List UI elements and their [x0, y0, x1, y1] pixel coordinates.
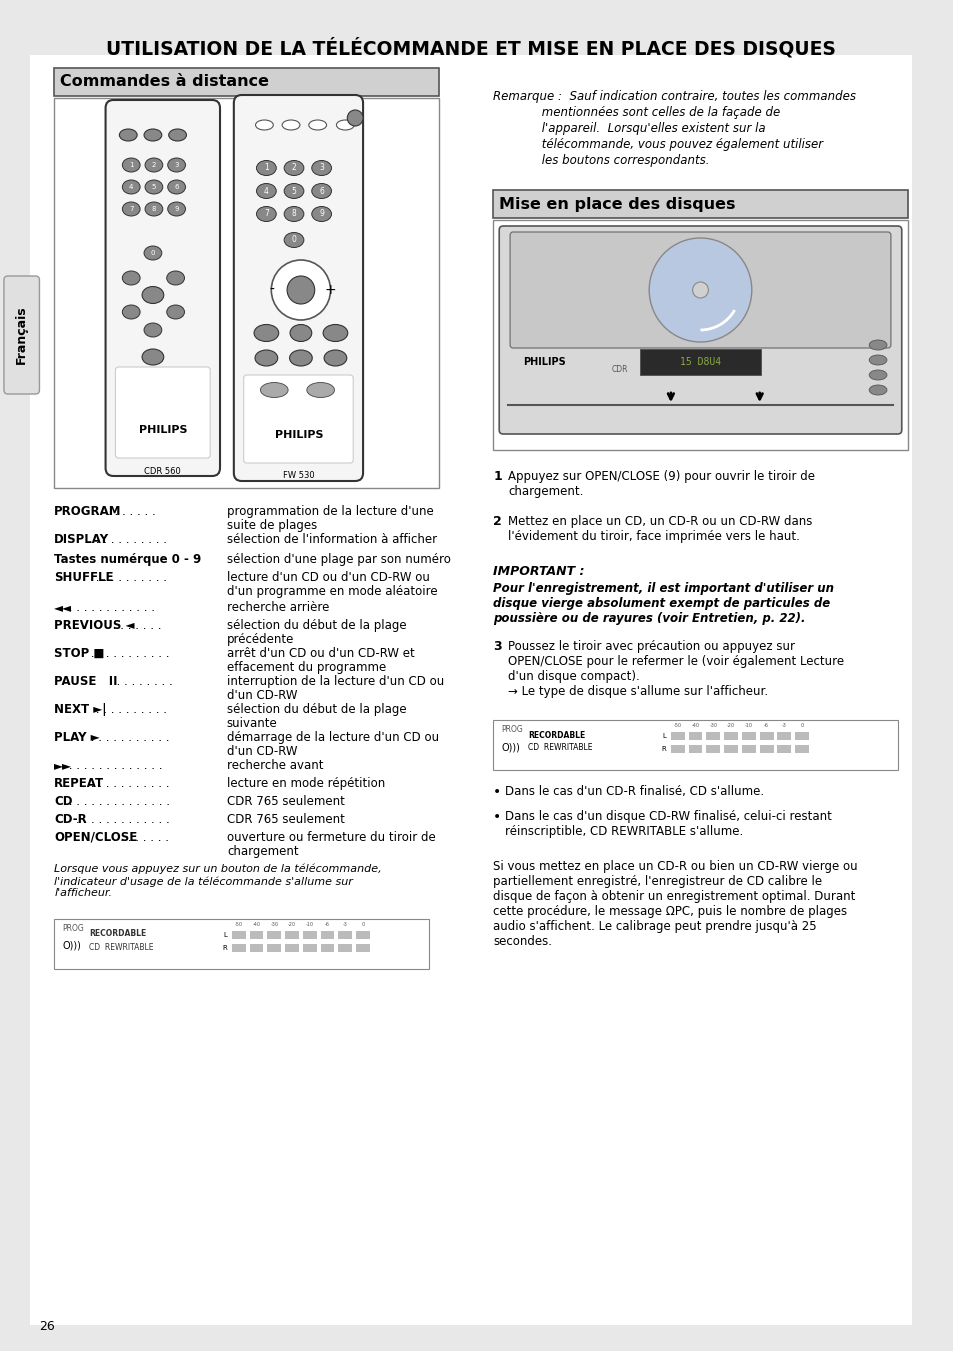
- Text: Dans le cas d'un disque CD-RW finalisé, celui-ci restant
réinscriptible, CD REWR: Dans le cas d'un disque CD-RW finalisé, …: [505, 811, 831, 838]
- Ellipse shape: [347, 109, 363, 126]
- Text: recherche arrière: recherche arrière: [227, 601, 329, 613]
- Ellipse shape: [119, 128, 137, 141]
- Text: sélection de l'information à afficher: sélection de l'information à afficher: [227, 534, 436, 546]
- Ellipse shape: [122, 272, 140, 285]
- FancyBboxPatch shape: [250, 944, 263, 952]
- Text: . . . . . . . . . . .: . . . . . . . . . . .: [87, 731, 169, 744]
- Ellipse shape: [122, 158, 140, 172]
- Text: -10: -10: [306, 921, 314, 927]
- Ellipse shape: [167, 305, 184, 319]
- Text: 9: 9: [319, 209, 324, 219]
- Text: -: -: [269, 282, 274, 297]
- Ellipse shape: [256, 207, 276, 222]
- Ellipse shape: [307, 382, 335, 397]
- Text: CDR 560: CDR 560: [144, 467, 181, 477]
- Text: programmation de la lecture d'une: programmation de la lecture d'une: [227, 505, 434, 517]
- FancyBboxPatch shape: [54, 99, 438, 488]
- Text: FW 530: FW 530: [283, 471, 314, 481]
- Text: 3: 3: [319, 163, 324, 173]
- Text: CDR: CDR: [611, 366, 627, 374]
- FancyBboxPatch shape: [232, 931, 246, 939]
- Text: précédente: précédente: [227, 634, 294, 646]
- Text: sélection d'une plage par son numéro: sélection d'une plage par son numéro: [227, 553, 451, 566]
- Ellipse shape: [142, 286, 164, 304]
- Ellipse shape: [256, 161, 276, 176]
- Text: 7: 7: [129, 205, 133, 212]
- Ellipse shape: [145, 203, 163, 216]
- Text: CD-R: CD-R: [54, 813, 87, 825]
- Text: -3: -3: [342, 921, 348, 927]
- Text: Commandes à distance: Commandes à distance: [60, 74, 269, 89]
- Ellipse shape: [290, 350, 312, 366]
- FancyBboxPatch shape: [355, 944, 370, 952]
- Text: 5: 5: [152, 184, 156, 190]
- FancyBboxPatch shape: [320, 944, 335, 952]
- Ellipse shape: [868, 355, 886, 365]
- Text: PROGRAM: PROGRAM: [54, 505, 122, 517]
- Text: +: +: [324, 282, 336, 297]
- Text: effacement du programme: effacement du programme: [227, 661, 386, 674]
- Ellipse shape: [309, 120, 326, 130]
- Text: 2: 2: [152, 162, 156, 168]
- Circle shape: [648, 238, 751, 342]
- Ellipse shape: [144, 128, 162, 141]
- FancyBboxPatch shape: [759, 732, 773, 740]
- FancyBboxPatch shape: [705, 732, 720, 740]
- Text: R: R: [222, 944, 227, 951]
- Text: l'appareil.  Lorsqu'elles existent sur la: l'appareil. Lorsqu'elles existent sur la: [493, 122, 765, 135]
- Text: Lorsque vous appuyez sur un bouton de la télécommande,
l'indicateur d'usage de l: Lorsque vous appuyez sur un bouton de la…: [54, 865, 381, 898]
- Text: -20: -20: [726, 723, 735, 728]
- Text: 2: 2: [292, 163, 296, 173]
- FancyBboxPatch shape: [54, 68, 438, 96]
- Text: Si vous mettez en place un CD-R ou bien un CD-RW vierge ou
partiellement enregis: Si vous mettez en place un CD-R ou bien …: [493, 861, 857, 948]
- Text: Mettez en place un CD, un CD-R ou un CD-RW dans
l'évidement du tiroir, face impr: Mettez en place un CD, un CD-R ou un CD-…: [508, 515, 812, 543]
- FancyBboxPatch shape: [302, 944, 316, 952]
- Ellipse shape: [323, 324, 348, 342]
- Text: CD: CD: [54, 794, 72, 808]
- FancyBboxPatch shape: [670, 732, 684, 740]
- Ellipse shape: [284, 207, 304, 222]
- Text: CDR 765 seulement: CDR 765 seulement: [227, 794, 344, 808]
- FancyBboxPatch shape: [759, 744, 773, 753]
- Ellipse shape: [145, 180, 163, 195]
- Text: 3: 3: [174, 162, 178, 168]
- Text: R: R: [660, 746, 665, 753]
- FancyBboxPatch shape: [285, 931, 298, 939]
- Text: -50: -50: [234, 921, 242, 927]
- Text: mentionnées sont celles de la façade de: mentionnées sont celles de la façade de: [493, 105, 780, 119]
- FancyBboxPatch shape: [795, 744, 808, 753]
- Text: 8: 8: [292, 209, 296, 219]
- FancyBboxPatch shape: [4, 276, 39, 394]
- FancyBboxPatch shape: [510, 232, 890, 349]
- FancyBboxPatch shape: [688, 732, 701, 740]
- Text: ouverture ou fermeture du tiroir de: ouverture ou fermeture du tiroir de: [227, 831, 436, 844]
- Circle shape: [692, 282, 708, 299]
- Text: . . . . . . . . . .: . . . . . . . . . .: [92, 534, 167, 546]
- Text: CD  REWRITABLE: CD REWRITABLE: [89, 943, 153, 951]
- Text: IMPORTANT :: IMPORTANT :: [493, 565, 584, 578]
- Text: 6: 6: [174, 184, 178, 190]
- Text: PHILIPS: PHILIPS: [522, 357, 565, 367]
- Ellipse shape: [868, 370, 886, 380]
- Text: lecture en mode répétition: lecture en mode répétition: [227, 777, 385, 790]
- Text: -6: -6: [763, 723, 768, 728]
- Ellipse shape: [868, 385, 886, 394]
- FancyBboxPatch shape: [741, 744, 755, 753]
- Text: CDR 765 seulement: CDR 765 seulement: [227, 813, 344, 825]
- FancyBboxPatch shape: [741, 732, 755, 740]
- Text: -20: -20: [288, 921, 295, 927]
- Text: L: L: [661, 734, 665, 739]
- FancyBboxPatch shape: [795, 732, 808, 740]
- Text: 6: 6: [319, 186, 324, 196]
- Text: . . . . . . . . . . .: . . . . . . . . . . .: [87, 777, 169, 790]
- Text: -50: -50: [673, 723, 681, 728]
- Text: -30: -30: [709, 723, 717, 728]
- Text: STOP ■: STOP ■: [54, 647, 105, 661]
- Text: 0: 0: [361, 921, 364, 927]
- Text: . . . . . . . . .: . . . . . . . . .: [92, 505, 156, 517]
- FancyBboxPatch shape: [498, 226, 901, 434]
- Text: UTILISATION DE LA TÉLÉCOMMANDE ET MISE EN PLACE DES DISQUES: UTILISATION DE LA TÉLÉCOMMANDE ET MISE E…: [106, 38, 835, 58]
- Text: 8: 8: [152, 205, 156, 212]
